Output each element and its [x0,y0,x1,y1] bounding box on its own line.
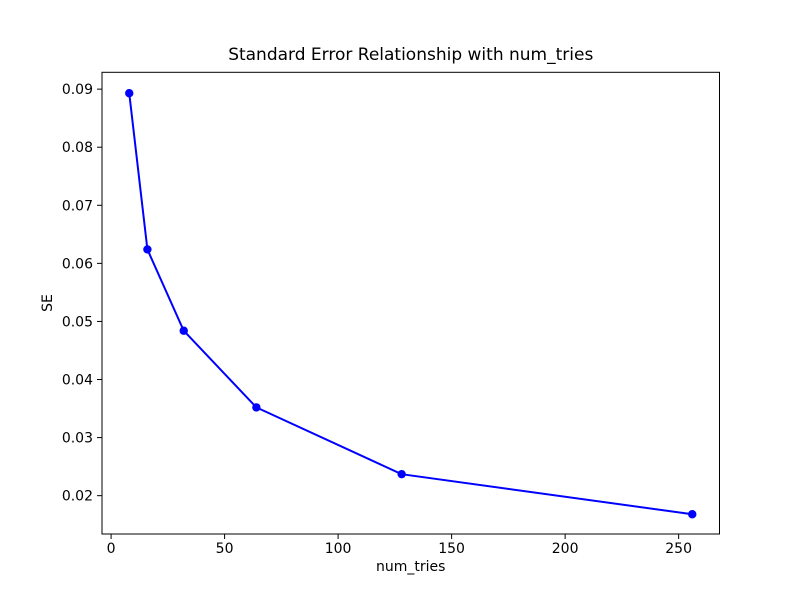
y-tick-label: 0.09 [62,82,93,98]
y-tick-label: 0.02 [62,489,93,505]
y-tick-label: 0.04 [62,373,93,389]
data-point [179,326,188,335]
x-tick-label: 100 [325,541,352,557]
y-tick-label: 0.05 [62,314,93,330]
x-axis-label: num_tries [376,559,445,575]
y-tick-label: 0.03 [62,431,93,447]
data-point [143,245,152,254]
y-tick-label: 0.06 [62,256,93,272]
data-point [252,403,261,412]
data-point [397,469,406,479]
y-tick-label: 0.07 [62,198,93,214]
data-line [128,92,694,516]
data-point [125,89,134,98]
data-point [688,510,697,519]
x-tick-label: 150 [438,541,465,557]
plot-border [101,71,720,535]
y-axis-label: SE [40,294,56,312]
x-tick-label: 0 [107,541,116,557]
y-tick-label: 0.08 [62,140,93,156]
data-layer [125,89,697,519]
x-tick-label: 250 [665,541,692,557]
chart-title: Standard Error Relationship with num_tri… [228,45,593,65]
x-tick-label: 50 [216,541,234,557]
axes-layer: 0 50 100 150 200 250 0.02 0.03 0.04 0.05 0.06 0.07 0… [62,71,720,557]
x-tick-label: 200 [552,541,579,557]
